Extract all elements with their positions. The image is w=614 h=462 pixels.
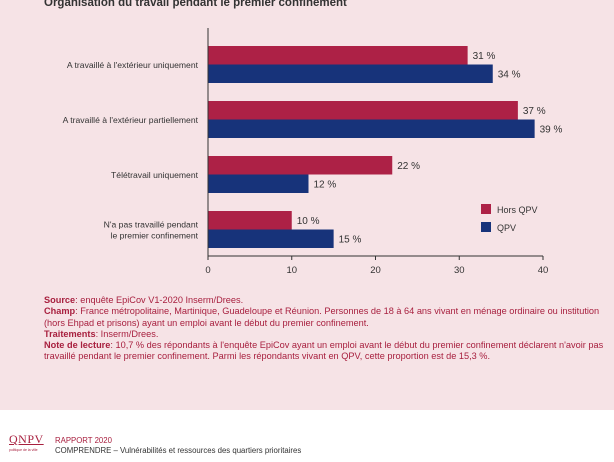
- bar-hors-qpv: [208, 46, 468, 65]
- bar-qpv: [208, 119, 535, 138]
- bar-chart: 31 %34 % A travaillé à l'extérieur unique…: [63, 28, 563, 276]
- legend-label: QPV: [497, 223, 516, 233]
- report-subtitle: COMPRENDRE – Vulnérabilités et ressource…: [55, 446, 302, 455]
- category-label: Télétravail uniquement: [111, 170, 199, 180]
- legend-swatch: [481, 204, 491, 214]
- traitements-label: Traitements: [44, 328, 96, 339]
- source-text: : enquête EpiCov V1-2020 Inserm/Drees.: [75, 295, 244, 305]
- bar-qpv: [208, 174, 309, 193]
- category-label: N'a pas travaillé pendant: [104, 220, 199, 230]
- bar-qpv: [208, 64, 493, 83]
- bar-value-label: 34 %: [498, 70, 521, 81]
- category-label: A travaillé à l'extérieur uniquement: [67, 60, 199, 70]
- bar-hors-qpv: [208, 156, 393, 175]
- lecture-label: Note de lecture: [44, 340, 111, 351]
- lecture-text: : 10,7 % des répondants à l'enquête EpiC…: [44, 340, 604, 362]
- bar-value-label: 12 %: [314, 180, 337, 191]
- x-tick-label: 30: [454, 265, 465, 276]
- chart-notes: Source: enquête EpiCov V1-2020 Inserm/Dr…: [44, 295, 609, 363]
- qnpv-logo: QNPV politique de la ville: [9, 432, 44, 452]
- bar-hors-qpv: [208, 101, 518, 120]
- x-tick-label: 10: [286, 265, 297, 276]
- legend-label: Hors QPV: [497, 205, 538, 215]
- category-label: A travaillé à l'extérieur partiellement: [63, 115, 199, 125]
- page-footer: QNPV politique de la ville RAPPORT 2020 …: [0, 410, 614, 462]
- traitements-text: : Inserm/Drees.: [95, 328, 159, 339]
- bar-value-label: 22 %: [397, 161, 420, 172]
- figure-panel: Organisation du travail pendant le premi…: [0, 0, 614, 410]
- champ-text: : France métropolitaine, Martinique, Gua…: [44, 306, 600, 328]
- bar-value-label: 15 %: [339, 235, 362, 246]
- x-tick-label: 0: [205, 265, 210, 276]
- x-tick-label: 40: [538, 265, 549, 276]
- bar-value-label: 39 %: [540, 125, 563, 136]
- bar-value-label: 37 %: [523, 106, 546, 117]
- category-label: le premier confinement: [111, 231, 199, 241]
- champ-label: Champ: [44, 306, 76, 317]
- bar-value-label: 31 %: [473, 51, 496, 62]
- report-label: RAPPORT 2020: [55, 436, 112, 445]
- source-label: Source: [44, 295, 76, 305]
- bar-value-label: 10 %: [297, 216, 320, 227]
- chart-title: Organisation du travail pendant le premi…: [44, 0, 347, 9]
- bar-hors-qpv: [208, 211, 292, 230]
- x-tick-label: 20: [370, 265, 381, 276]
- bar-qpv: [208, 229, 334, 248]
- legend-swatch: [481, 222, 491, 232]
